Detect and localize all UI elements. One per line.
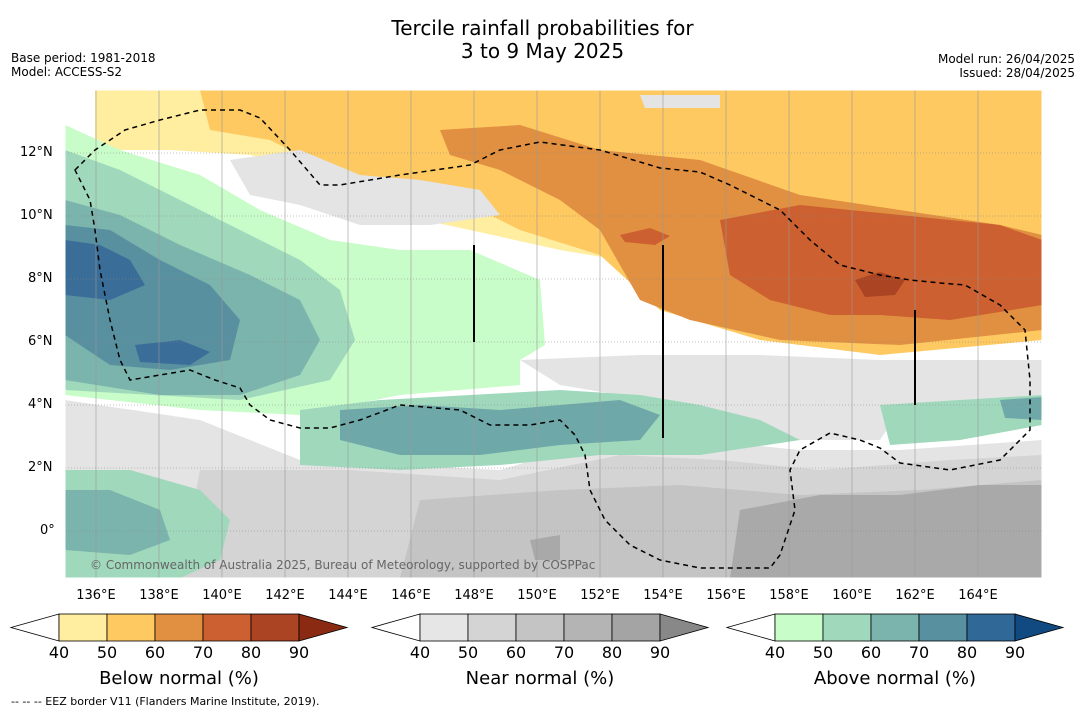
colorbar-above-swatch [870,613,920,642]
lon-label: 164°E [958,588,998,603]
colorbar-below-swatch [106,613,156,642]
lon-label: 162°E [895,588,935,603]
near-normal-middle-band [520,355,1042,440]
above-normal-90-region [65,240,145,300]
colorbar-near-swatch [563,613,613,642]
near-normal-south-70 [730,485,1042,578]
grid-lines [65,152,1042,532]
colorbar-tick: 80 [601,643,623,662]
map-field [65,90,1042,578]
colorbar-below-swatch [250,613,300,642]
lon-label: 138°E [139,588,179,603]
colorbar-tick: 50 [457,643,479,662]
near-normal-south-patch [530,535,560,560]
meta-right: Model run: 26/04/2025 Issued: 28/04/2025 [938,52,1075,80]
lon-label: 152°E [580,588,620,603]
map-frame [64,89,1043,579]
colorbar-tick: 60 [505,643,527,662]
colorbar-tick: 60 [860,643,882,662]
lon-label: 148°E [454,588,494,603]
lon-label: 150°E [517,588,557,603]
below-normal-80-region [720,205,1042,320]
colorbar-below-swatch [154,613,204,642]
colorbar-tick: 80 [240,643,262,662]
colorbar-above-normal [725,613,1065,642]
lon-label: 142°E [265,588,305,603]
above-normal-southwest-70 [65,490,170,555]
above-normal-equatorial-70 [340,400,660,455]
below-normal-90-region [855,272,905,297]
colorbar-tick: 90 [288,643,310,662]
lon-label: 154°E [643,588,683,603]
below-normal-80-small [620,228,670,245]
colorbar-above-max-extension [1014,613,1065,642]
colorbar-near-swatch [611,613,661,642]
colorbar-near-max-extension [659,613,710,642]
colorbar-tick: 70 [192,643,214,662]
colorbar-near-label: Near normal (%) [465,668,615,689]
eez-footer-note: -- -- -- EEZ border V11 (Flanders Marine… [11,695,320,708]
meta-left: Base period: 1981-2018 Model: ACCESS-S2 [11,51,156,79]
lat-label: 4°N [28,397,53,412]
colorbar-near-min-extension [370,613,421,642]
colorbar-near-normal [370,613,710,642]
colorbar-above-swatch [822,613,872,642]
above-normal-east-band [880,395,1042,445]
base-period: Base period: 1981-2018 [11,51,156,65]
colorbar-above-min-extension [725,613,776,642]
chart-title-line2: 3 to 9 May 2025 [460,39,625,63]
colorbar-tick: 90 [649,643,671,662]
colorbar-above-swatch [918,613,968,642]
colorbar-tick: 50 [812,643,834,662]
colorbar-near-swatch [515,613,565,642]
colorbar-tick: 60 [144,643,166,662]
lon-label: 158°E [769,588,809,603]
above-normal-90-region-2 [135,340,210,365]
colorbar-tick: 90 [1004,643,1026,662]
colorbar-above-label: Above normal (%) [813,668,977,689]
lon-label: 144°E [328,588,368,603]
colorbar-tick: 40 [409,643,431,662]
colorbar-tick: 50 [96,643,118,662]
colorbar-below-normal [9,613,349,642]
lat-label: 10°N [20,208,53,223]
lat-label: 12°N [20,145,53,160]
copyright-credit: © Commonwealth of Australia 2025, Bureau… [90,558,596,572]
chart-title-line1: Tercile rainfall probabilities for [391,16,694,40]
lat-label: 8°N [28,271,53,286]
colorbar-tick: 70 [908,643,930,662]
lat-label: 6°N [28,334,53,349]
eez-border [74,109,1031,569]
lon-label: 146°E [391,588,431,603]
colorbar-tick: 80 [956,643,978,662]
model-name: Model: ACCESS-S2 [11,65,123,79]
lon-label: 160°E [832,588,872,603]
colorbar-near-swatch [467,613,517,642]
lon-label: 136°E [76,588,116,603]
colorbar-tick: 70 [553,643,575,662]
colorbar-near-swatch [419,613,469,642]
lat-label: 2°N [28,460,53,475]
colorbar-below-swatch [58,613,108,642]
model-run: Model run: 26/04/2025 [937,52,1075,66]
colorbar-above-swatch [966,613,1016,642]
colorbar-tick: 40 [48,643,70,662]
lon-label: 140°E [202,588,242,603]
colorbar-tick: 40 [764,643,786,662]
issued-date: Issued: 28/04/2025 [959,66,1075,80]
lat-label: 0° [40,523,55,538]
near-normal-north-patch [230,150,500,225]
colorbar-above-swatch [774,613,824,642]
colorbar-below-max-extension [298,613,349,642]
colorbar-below-swatch [202,613,252,642]
colorbar-below-min-extension [9,613,60,642]
lon-label: 156°E [706,588,746,603]
meridian-lines [95,90,979,578]
colorbar-below-label: Below normal (%) [99,668,259,689]
state-boundary-lines [473,245,916,438]
above-normal-east-70 [1000,397,1042,420]
near-normal-north-patch-2 [640,95,720,108]
